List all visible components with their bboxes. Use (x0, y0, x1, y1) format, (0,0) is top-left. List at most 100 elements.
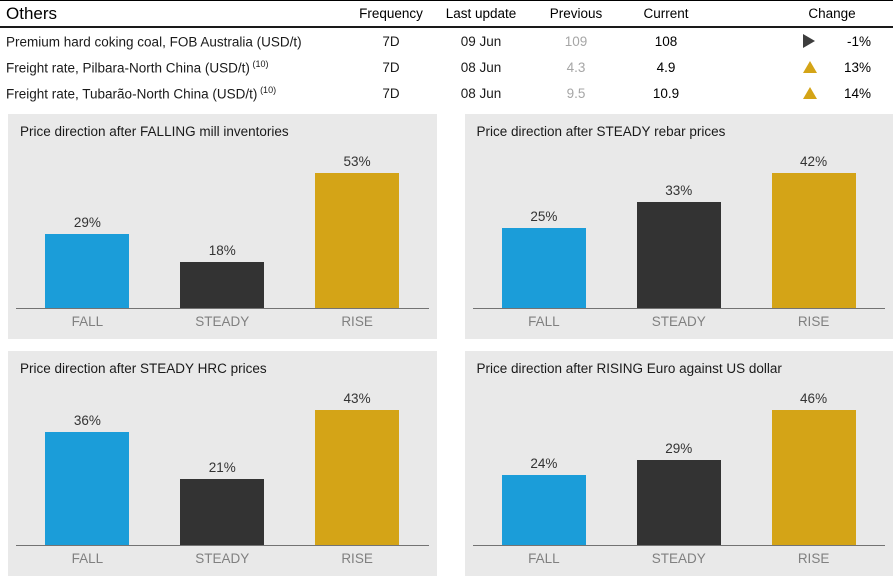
chart-title: Price direction after RISING Euro agains… (476, 361, 782, 376)
bar-steady (180, 262, 265, 308)
bar-rise (315, 410, 400, 545)
bar-value-label: 29% (665, 441, 693, 456)
row-frequency: 7D (382, 33, 400, 49)
bar-column: 18% (155, 243, 290, 308)
chart-bars-area: 25% 33% 42% (477, 139, 882, 308)
bar-rise (771, 173, 856, 308)
category-label: RISE (341, 314, 373, 329)
chart-x-axis (16, 545, 429, 546)
row-name-footnote: (10) (252, 58, 269, 69)
table-row: Freight rate, Pilbara-North China (USD/t… (0, 54, 893, 80)
bar-value-label: 53% (343, 154, 371, 169)
others-table: Others Frequency Last update Previous Cu… (0, 0, 893, 106)
bar-rise (771, 410, 856, 545)
row-name: Premium hard coking coal, FOB Australia … (0, 33, 351, 50)
bar-value-label: 42% (800, 154, 828, 169)
chart-panel-rising-euro-usd: Price direction after RISING Euro agains… (464, 351, 893, 576)
category-label: STEADY (195, 314, 250, 329)
bar-fall (45, 432, 130, 545)
row-previous: 109 (564, 33, 588, 49)
bar-column: 46% (746, 391, 881, 545)
row-current: 108 (654, 33, 678, 49)
chart-title: Price direction after FALLING mill inven… (20, 124, 289, 139)
category-label: STEADY (651, 551, 706, 566)
row-previous: 9.5 (566, 85, 586, 101)
bar-column: 53% (290, 154, 425, 308)
row-current: 10.9 (652, 85, 680, 101)
chart-x-axis (472, 545, 885, 546)
bar-value-label: 46% (800, 391, 828, 406)
chart-x-axis (16, 308, 429, 309)
category-label: RISE (797, 314, 830, 329)
category-label: FALL (71, 314, 104, 329)
bar-column: 25% (477, 209, 612, 308)
bar-value-label: 25% (530, 209, 558, 224)
chart-bars-area: 36% 21% 43% (20, 376, 425, 545)
bar-column: 43% (290, 391, 425, 545)
row-last-update: 08 Jun (460, 85, 502, 101)
header-previous: Previous (549, 6, 603, 21)
row-frequency: 7D (382, 59, 400, 75)
chart-category-labels: FALL STEADY RISE (20, 546, 425, 576)
row-last-update: 08 Jun (460, 59, 502, 75)
category-label: STEADY (195, 551, 250, 566)
chart-bars-area: 29% 18% 53% (20, 139, 425, 308)
table-header-row: Others Frequency Last update Previous Cu… (0, 0, 893, 28)
bar-value-label: 18% (208, 243, 236, 258)
chart-title: Price direction after STEADY rebar price… (476, 124, 726, 139)
bar-column: 29% (20, 215, 155, 308)
chart-bars-area: 24% 29% 46% (477, 376, 882, 545)
row-change: -1% (771, 34, 893, 49)
chart-category-labels: FALL STEADY RISE (20, 309, 425, 339)
table-title: Others (6, 3, 58, 23)
row-frequency: 7D (382, 85, 400, 101)
chart-category-labels: FALL STEADY RISE (477, 546, 882, 576)
bar-rise (315, 173, 400, 308)
category-label: STEADY (651, 314, 706, 329)
row-name-text: Freight rate, Pilbara-North China (USD/t… (6, 60, 250, 76)
table-row: Premium hard coking coal, FOB Australia … (0, 28, 893, 54)
row-name-footnote: (10) (260, 84, 277, 95)
table-row: Freight rate, Tubarão-North China (USD/t… (0, 80, 893, 106)
bar-value-label: 24% (530, 456, 558, 471)
header-current: Current (643, 6, 689, 21)
chart-title: Price direction after STEADY HRC prices (20, 361, 267, 376)
row-name: Freight rate, Tubarão-North China (USD/t… (0, 85, 351, 102)
category-label: FALL (71, 551, 104, 566)
header-last-update: Last update (445, 6, 517, 21)
bar-value-label: 43% (343, 391, 371, 406)
row-previous: 4.3 (566, 59, 586, 75)
category-label: FALL (528, 314, 560, 329)
bar-value-label: 21% (208, 460, 236, 475)
row-change: 14% (771, 86, 893, 101)
bar-column: 24% (477, 456, 612, 545)
triangle-up-icon (803, 61, 817, 73)
bar-fall (501, 228, 586, 308)
bar-fall (45, 234, 130, 308)
bar-column: 33% (611, 183, 746, 308)
row-change: 13% (771, 60, 893, 75)
bar-value-label: 33% (665, 183, 693, 198)
row-name: Freight rate, Pilbara-North China (USD/t… (0, 59, 351, 76)
header-change: Change (808, 6, 856, 21)
triangle-right-icon (803, 34, 815, 48)
chart-x-axis (472, 308, 885, 309)
charts-grid: Price direction after FALLING mill inven… (0, 114, 893, 576)
bar-column: 36% (20, 413, 155, 545)
row-name-text: Premium hard coking coal, FOB Australia … (6, 34, 302, 50)
bar-fall (501, 475, 586, 545)
row-current: 4.9 (656, 59, 676, 75)
category-label: RISE (341, 551, 373, 566)
bar-column: 21% (155, 460, 290, 545)
bar-value-label: 36% (73, 413, 101, 428)
bar-value-label: 29% (73, 215, 101, 230)
chart-panel-steady-rebar-prices: Price direction after STEADY rebar price… (464, 114, 893, 339)
bar-steady (636, 202, 721, 308)
change-value: -1% (846, 33, 871, 49)
triangle-up-icon (803, 87, 817, 99)
bar-steady (636, 460, 721, 545)
chart-category-labels: FALL STEADY RISE (477, 309, 882, 339)
bar-column: 42% (746, 154, 881, 308)
header-frequency: Frequency (359, 6, 423, 21)
row-last-update: 09 Jun (460, 33, 502, 49)
